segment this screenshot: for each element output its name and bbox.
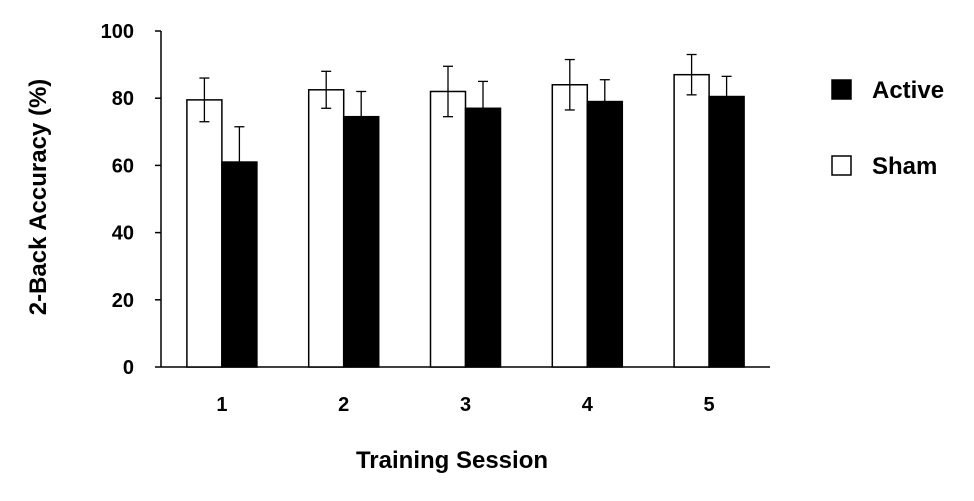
y-axis-title: 2-Back Accuracy (%) [25,79,52,316]
x-tick-label: 4 [582,394,594,416]
x-tick-label: 5 [704,394,715,416]
bar-sham [673,73,710,368]
y-tick-label: 100 [101,21,134,43]
bar-active [464,107,502,368]
x-axis-title: Training Session [356,447,548,474]
legend-label-active: Active [872,77,944,104]
y-axis: 0 20 40 60 80 100 [101,21,162,379]
bars [186,73,745,368]
legend-swatch-sham [831,155,852,176]
y-tick-label: 0 [123,357,134,379]
x-axis: 1 2 3 4 5 [161,366,770,416]
y-tick-label: 60 [112,155,134,177]
bar-sham [186,99,223,368]
bar-active [708,95,745,368]
x-tick-label: 2 [338,394,349,416]
y-tick-label: 80 [112,88,134,110]
bar-active [586,100,624,368]
bar-sham [307,89,345,368]
y-tick-label: 20 [112,290,134,312]
bar-sham [429,90,467,368]
legend-label-sham: Sham [872,153,937,180]
x-tick-label: 1 [216,394,227,416]
legend-swatch-active [831,79,852,100]
y-tick-label: 40 [112,223,134,245]
legend: Active Sham [831,77,944,180]
bar-active [342,115,380,368]
x-tick-label: 3 [460,394,471,416]
error-bars [199,53,732,198]
bar-sham [551,84,589,368]
